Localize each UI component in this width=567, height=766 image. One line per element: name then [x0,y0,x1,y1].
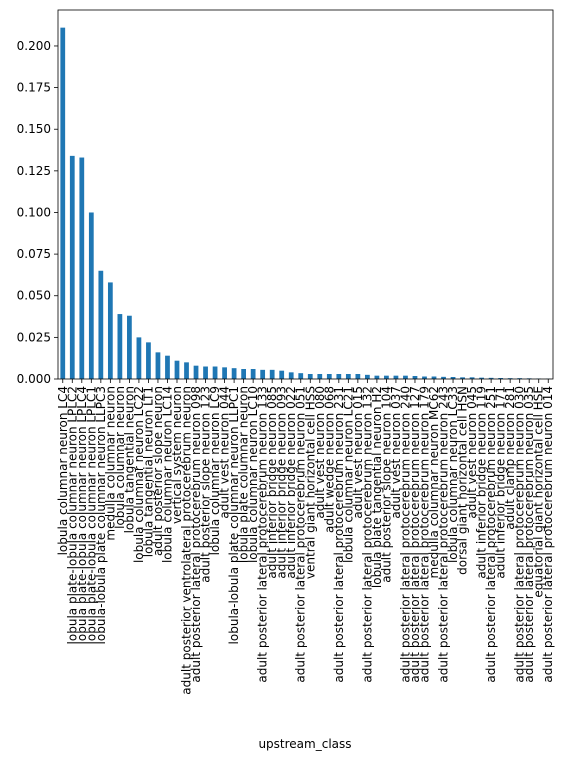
y-tick-label: 0.200 [17,39,51,53]
bar [60,28,65,379]
bar [336,374,341,379]
bar [79,158,84,379]
bar [308,374,313,379]
bar [327,374,332,379]
bar [203,367,208,379]
bar [289,372,294,379]
plot-frame [58,10,553,379]
bar [98,271,103,379]
bar [232,368,237,379]
bar [165,356,170,379]
bar [394,376,399,379]
bar [156,352,161,379]
bar [146,342,151,379]
y-tick-label: 0.175 [17,81,51,95]
bar [317,374,322,379]
bar [108,282,113,379]
bar [403,376,408,379]
bar [384,376,389,379]
bar [298,373,303,379]
y-tick-label: 0.150 [17,122,51,136]
bar [117,314,122,379]
bar [222,367,227,379]
bar [346,374,351,379]
x-tick-label: adult posterior lateral protocerebrum ne… [541,386,555,683]
bar [175,361,180,379]
bar [270,370,275,379]
y-tick-label: 0.075 [17,247,51,261]
bar [241,369,246,379]
bar [184,362,189,379]
y-tick-label: 0.100 [17,205,51,219]
bar [375,376,380,379]
bar [260,370,265,379]
bar [251,369,256,379]
bar [70,156,75,379]
bar [127,316,132,379]
bar [413,376,418,379]
y-tick-label: 0.050 [17,289,51,303]
y-tick-label: 0.125 [17,164,51,178]
y-tick-label: 0.000 [17,372,51,386]
bar [194,366,199,379]
bar [89,212,94,379]
x-axis-label: upstream_class [258,737,351,751]
bar [213,367,218,379]
bar [137,337,142,379]
y-tick-label: 0.025 [17,330,51,344]
bar [365,375,370,379]
bar [355,374,360,379]
bar [279,371,284,379]
